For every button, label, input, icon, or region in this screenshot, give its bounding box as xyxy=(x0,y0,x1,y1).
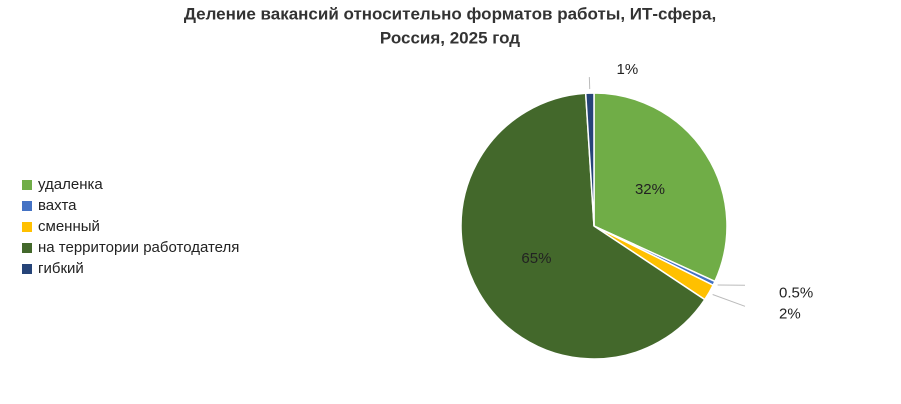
leader-line xyxy=(712,294,746,307)
data-label: 0.5% xyxy=(779,284,813,301)
legend-swatch xyxy=(22,222,32,232)
legend-label: вахта xyxy=(38,197,77,214)
legend-label: сменный xyxy=(38,218,100,235)
data-label: 65% xyxy=(521,250,551,267)
data-label: 1% xyxy=(616,61,638,78)
legend-label: на территории работодателя xyxy=(38,239,239,256)
pie-slice xyxy=(593,92,728,283)
legend-swatch xyxy=(22,201,32,211)
legend-swatch xyxy=(22,243,32,253)
data-label: 2% xyxy=(779,305,801,322)
legend-swatch xyxy=(22,180,32,190)
chart-title: Деление вакансий относительно форматов р… xyxy=(184,4,716,23)
data-label: 32% xyxy=(635,181,665,198)
legend-label: гибкий xyxy=(38,260,84,277)
pie-slice xyxy=(584,92,595,227)
legend-swatch xyxy=(22,264,32,274)
legend-label: удаленка xyxy=(38,176,103,193)
chart-title: Россия, 2025 год xyxy=(380,28,520,47)
pie-slice xyxy=(460,92,706,360)
